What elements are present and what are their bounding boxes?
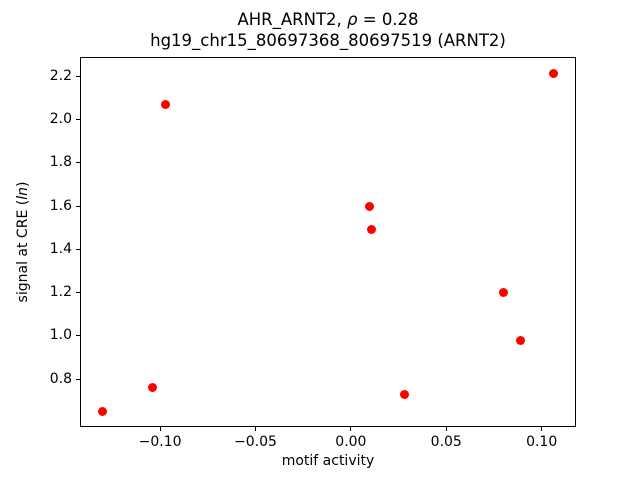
y-axis-label: signal at CRE (ln) xyxy=(15,182,31,303)
y-tick-label: 1.2 xyxy=(49,284,72,301)
title-rho-symbol: ρ xyxy=(347,10,358,29)
x-tick-label: −0.10 xyxy=(138,434,182,451)
x-tick-mark xyxy=(159,427,161,432)
x-axis-label: motif activity xyxy=(281,453,375,469)
y-tick-mark xyxy=(76,378,80,380)
y-tick-label: 0.8 xyxy=(49,370,72,387)
data-point xyxy=(548,69,558,79)
y-tick-label: 1.8 xyxy=(49,154,72,171)
data-point xyxy=(399,389,409,399)
x-tick-mark xyxy=(255,427,256,432)
x-tick-mark xyxy=(350,427,352,432)
x-tick-mark xyxy=(445,427,447,432)
ylabel-italic-ln: ln xyxy=(15,187,31,200)
plot-area xyxy=(80,57,576,427)
y-tick-label: 2.2 xyxy=(49,67,72,84)
y-tick-mark xyxy=(76,335,80,337)
y-tick-mark xyxy=(76,75,80,77)
y-tick-mark xyxy=(76,162,80,164)
data-point xyxy=(365,201,375,211)
data-point xyxy=(516,335,526,345)
y-tick-label: 1.6 xyxy=(49,197,72,214)
x-tick-mark xyxy=(541,427,543,432)
ylabel-prefix: signal at CRE ( xyxy=(15,199,31,303)
y-tick-mark xyxy=(76,118,80,120)
y-tick-label: 1.0 xyxy=(49,327,72,344)
chart-title-line1: AHR_ARNT2, ρ = 0.28 xyxy=(80,9,576,30)
x-tick-label: 0.05 xyxy=(430,434,462,451)
title-rho-value: = 0.28 xyxy=(357,10,419,29)
y-tick-mark xyxy=(76,205,80,207)
x-tick-label: −0.05 xyxy=(234,434,277,451)
x-tick-label: 0.10 xyxy=(526,434,558,451)
data-point xyxy=(147,383,157,393)
y-tick-label: 1.4 xyxy=(49,240,72,257)
y-tick-mark xyxy=(76,292,80,294)
y-tick-mark xyxy=(76,248,80,250)
data-point xyxy=(98,407,108,417)
data-point xyxy=(161,99,171,109)
chart-title-line2: hg19_chr15_80697368_80697519 (ARNT2) xyxy=(150,31,506,50)
x-tick-label: 0.00 xyxy=(335,434,367,451)
chart-title: AHR_ARNT2, ρ = 0.28 hg19_chr15_80697368_… xyxy=(80,9,576,51)
data-point xyxy=(499,288,508,298)
y-tick-label: 2.0 xyxy=(49,110,72,127)
data-point xyxy=(367,225,377,235)
ylabel-suffix: ) xyxy=(15,181,31,188)
title-prefix: AHR_ARNT2, xyxy=(237,10,348,29)
